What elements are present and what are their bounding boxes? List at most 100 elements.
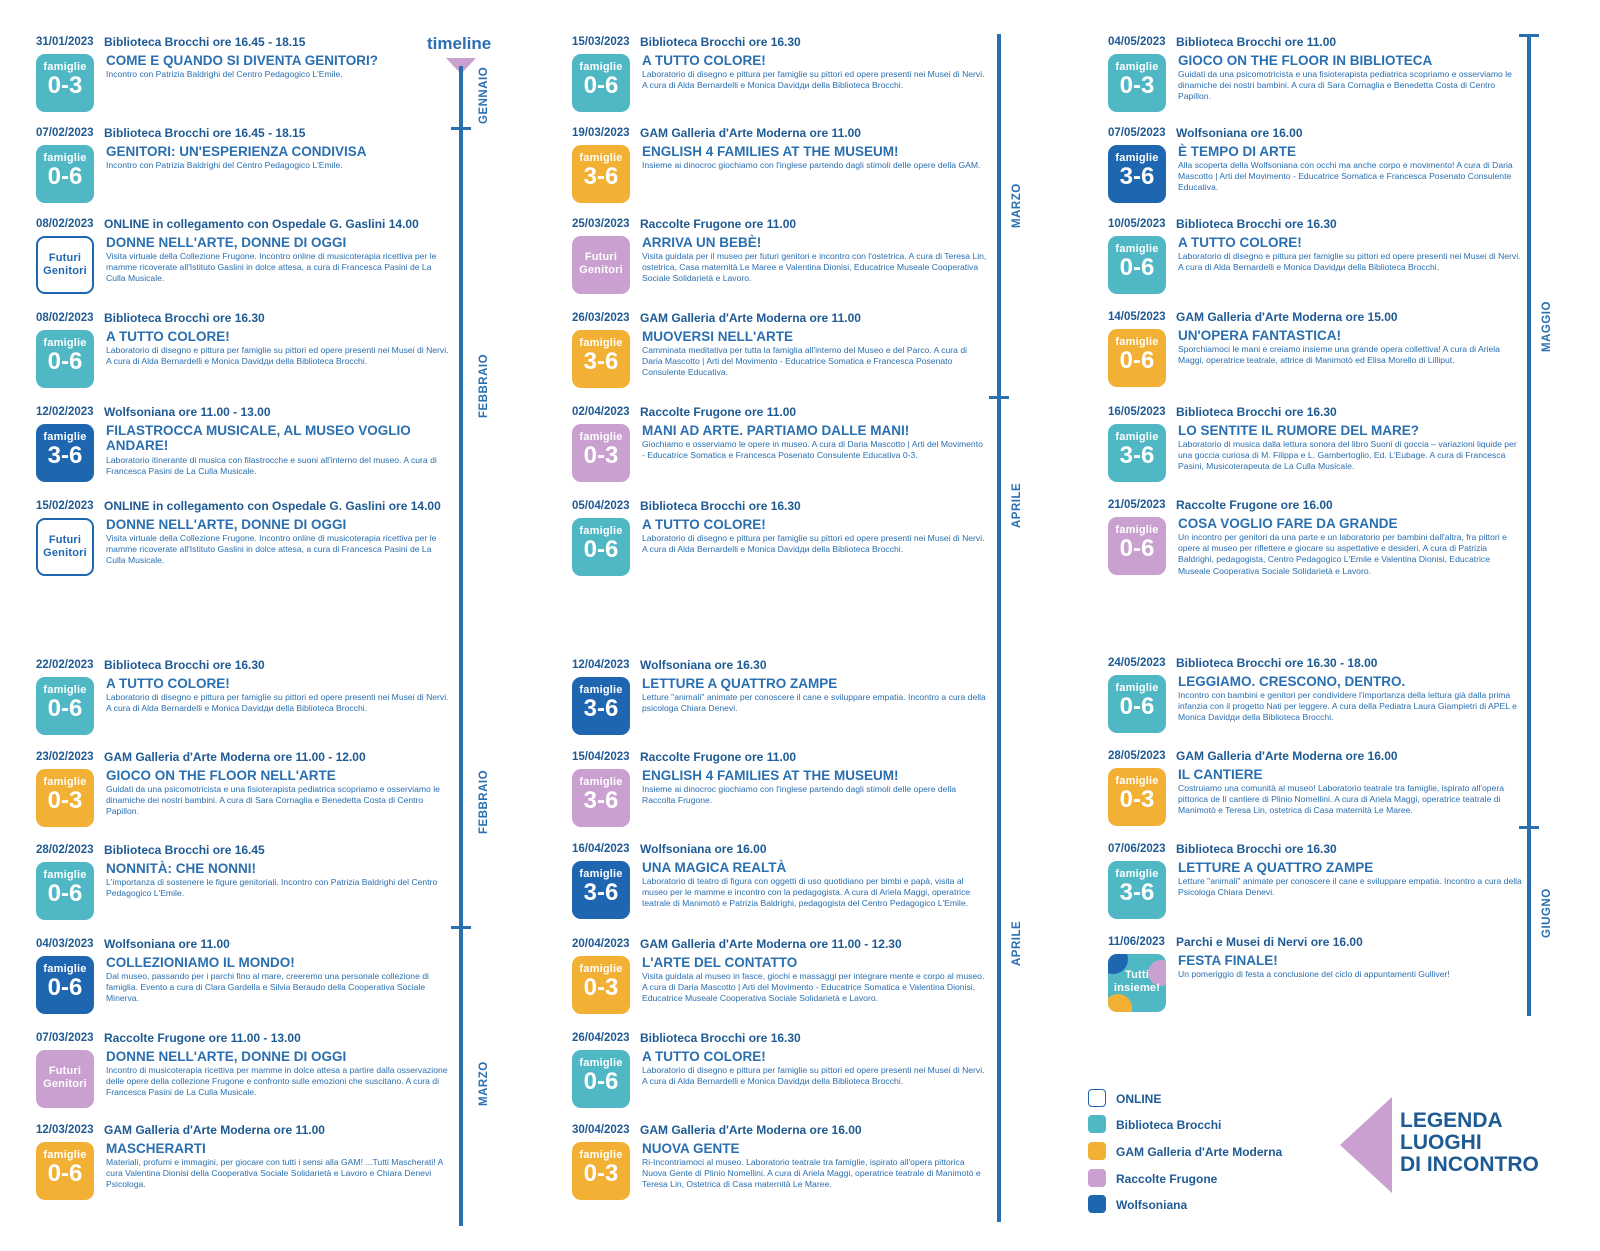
event-venue: Biblioteca Brocchi ore 16.30 [1176,217,1337,231]
event-badge: famiglie 3-6 [36,424,94,482]
event-card: 26/03/2023 GAM Galleria d'Arte Moderna o… [572,311,992,392]
event-desc: Incontro con Patrizia Baldrighi del Cent… [106,160,343,170]
timeline-line-col2 [997,34,1001,1222]
event-date: 15/03/2023 [572,36,630,48]
event-date: 28/02/2023 [36,844,94,856]
event-title: IL CANTIERE [1178,767,1263,782]
event-title: A TUTTO COLORE! [642,517,766,532]
event-venue: ONLINE in collegamento con Ospedale G. G… [104,217,419,231]
event-card: 24/05/2023 Biblioteca Brocchi ore 16.30 … [1108,656,1528,737]
event-date: 26/04/2023 [572,1032,630,1044]
event-desc: Incontro con Patrizia Baldrighi del Cent… [106,69,343,79]
event-badge: Futuri Genitori [36,1050,94,1108]
event-badge: famiglie 0-6 [572,518,630,576]
badge-line2: 0-6 [583,536,619,563]
event-date: 16/05/2023 [1108,406,1166,418]
legend-title: LEGENDA LUOGHI DI INCONTRO [1400,1110,1539,1176]
legend-arrow-icon [1340,1097,1392,1193]
timeline-line-col3 [1527,34,1531,1016]
event-title: UNA MAGICA REALTÀ [642,860,787,875]
event-card: 16/05/2023 Biblioteca Brocchi ore 16.30 … [1108,405,1528,486]
badge-line2: 0-6 [47,348,83,375]
event-title: È TEMPO DI ARTE [1178,144,1297,159]
badge-line2: 3-6 [583,787,619,814]
event-card: 25/03/2023 Raccolte Frugone ore 11.00 Fu… [572,217,992,298]
legend-item-gam: GAM Galleria d'Arte Moderna [1088,1142,1282,1160]
event-venue: Biblioteca Brocchi ore 16.30 - 18.00 [1176,656,1378,670]
badge-line2: 0-6 [47,695,83,722]
event-card: 26/04/2023 Biblioteca Brocchi ore 16.30 … [572,1031,992,1112]
event-badge: famiglie 0-3 [36,769,94,827]
event-title: DONNE NELL'ARTE, DONNE DI OGGI [106,235,347,250]
event-title: LETTURE A QUATTRO ZAMPE [642,676,838,691]
event-title: A TUTTO COLORE! [1178,235,1302,250]
event-date: 14/05/2023 [1108,311,1166,323]
event-venue: ONLINE in collegamento con Ospedale G. G… [104,499,441,513]
event-badge: famiglie 0-3 [572,956,630,1014]
badge-line1: Futuri Genitori [43,1065,87,1090]
event-badge: famiglie 0-3 [572,424,630,482]
event-desc: Guidati da una psicomotricista e una fis… [1178,69,1512,102]
month-label: GENNAIO [478,66,490,124]
event-title: UN'OPERA FANTASTICA! [1178,328,1341,343]
timeline-tick [1519,34,1539,37]
event-venue: Wolfsoniana ore 11.00 - 13.00 [104,405,271,419]
badge-line1: famiglie [1115,243,1159,255]
legend-label: ONLINE [1116,1092,1162,1106]
event-badge: famiglie 3-6 [572,861,630,919]
event-venue: GAM Galleria d'Arte Moderna ore 16.00 [1176,749,1398,763]
timeline-tick [451,926,471,929]
badge-line1: famiglie [43,1149,87,1161]
event-badge: famiglie 0-6 [1108,236,1166,294]
event-title: ARRIVA UN BEBÈ! [642,235,762,250]
legend-title-line: LEGENDA [1400,1109,1503,1132]
timeline-label: timeline [427,34,492,53]
timeline-tick [1519,826,1539,829]
legend-label: Biblioteca Brocchi [1116,1118,1222,1132]
event-badge: famiglie 0-6 [1108,517,1166,575]
event-date: 31/01/2023 [36,36,94,48]
event-desc: Incontro con bambini e genitori per cond… [1178,690,1517,723]
event-card: 23/02/2023 GAM Galleria d'Arte Moderna o… [36,750,456,831]
event-venue: Raccolte Frugone ore 11.00 [640,750,797,764]
event-date: 07/06/2023 [1108,843,1166,855]
badge-line2: 3-6 [1119,879,1155,906]
event-card: 10/05/2023 Biblioteca Brocchi ore 16.30 … [1108,217,1528,298]
event-desc: Laboratorio itinerante di musica con fil… [106,455,437,477]
event-badge: Futuri Genitori [572,236,630,294]
badge-line2: 0-6 [1119,347,1155,374]
event-desc: Laboratorio di musica dalla lettura sono… [1178,439,1517,472]
event-badge: famiglie 3-6 [572,145,630,203]
event-title: MANI AD ARTE. PARTIAMO DALLE MANI! [642,423,910,438]
event-title: A TUTTO COLORE! [106,676,230,691]
event-date: 10/05/2023 [1108,218,1166,230]
event-venue: GAM Galleria d'Arte Moderna ore 15.00 [1176,310,1398,324]
event-venue: GAM Galleria d'Arte Moderna ore 16.00 [640,1123,862,1137]
event-card: 12/03/2023 GAM Galleria d'Arte Moderna o… [36,1123,456,1204]
event-title: MUOVERSI NELL'ARTE [642,329,793,344]
event-venue: Wolfsoniana ore 16.00 [1176,126,1303,140]
month-label: MARZO [1011,183,1023,228]
event-venue: GAM Galleria d'Arte Moderna ore 11.00 [640,126,861,140]
event-date: 08/02/2023 [36,312,94,324]
event-desc: Laboratorio di disegno e pittura per fam… [642,533,985,555]
event-desc: Visita guidata al museo in fasce, giochi… [642,971,985,1004]
badge-line2: 0-6 [1119,535,1155,562]
event-badge: famiglie 0-3 [1108,54,1166,112]
event-badge: Tutti insieme! [1108,954,1166,1012]
event-title: COLLEZIONIAMO IL MONDO! [106,955,295,970]
event-desc: Visita guidata per il museo per futuri g… [642,251,987,284]
event-date: 21/05/2023 [1108,499,1166,511]
event-card: 07/02/2023 Biblioteca Brocchi ore 16.45 … [36,126,456,207]
event-badge: famiglie 0-3 [572,1142,630,1200]
event-venue: Raccolte Frugone ore 16.00 [1176,498,1333,512]
badge-line2: 0-6 [47,1160,83,1187]
event-desc: Un pomeriggio di festa a conclusione del… [1178,969,1450,979]
event-title: FILASTROCCA MUSICALE, AL MUSEO VOGLIO AN… [106,423,411,453]
event-venue: Parchi e Musei di Nervi ore 16.00 [1176,935,1363,949]
badge-line1: famiglie [43,869,87,881]
event-date: 02/04/2023 [572,406,630,418]
legend-title-line: LUOGHI [1400,1131,1482,1154]
event-title: NONNITÀ: CHE NONNI! [106,861,256,876]
badge-line1: famiglie [43,776,87,788]
